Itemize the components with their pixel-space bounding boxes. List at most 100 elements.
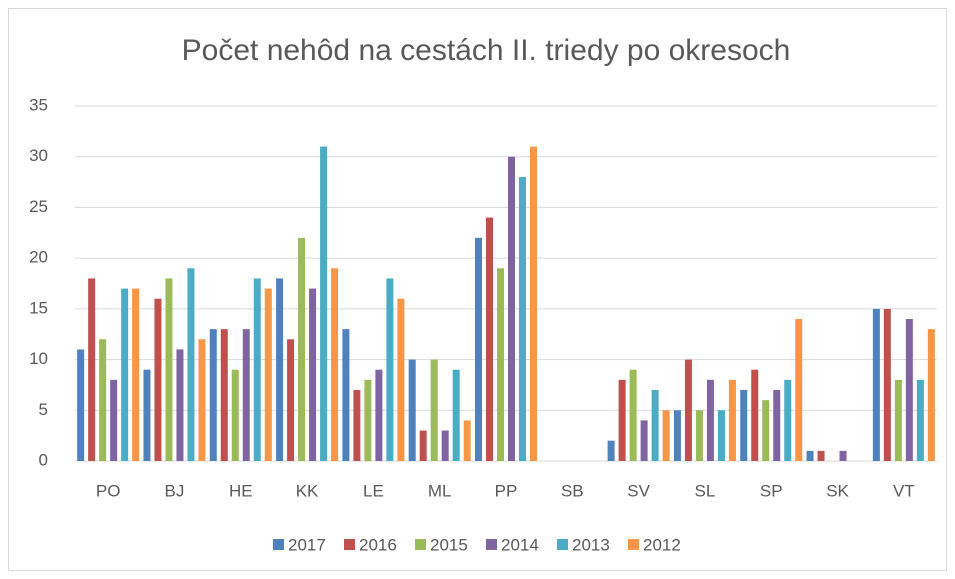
legend-swatch — [273, 539, 284, 550]
legend-swatch — [486, 539, 497, 550]
bar — [408, 359, 416, 461]
bar — [187, 268, 195, 461]
y-tick-label: 5 — [39, 400, 48, 419]
bar — [331, 268, 339, 461]
bar — [740, 390, 748, 461]
legend-label: 2017 — [288, 535, 326, 554]
bar — [441, 430, 449, 461]
legend-swatch — [628, 539, 639, 550]
bar — [364, 379, 372, 461]
bar — [242, 329, 250, 461]
bar — [287, 339, 295, 461]
bar — [927, 329, 935, 461]
bar — [231, 369, 239, 461]
bar — [176, 349, 184, 461]
legend-label: 2015 — [430, 535, 468, 554]
x-tick-label: SV — [627, 481, 650, 500]
x-tick-label: ML — [428, 481, 452, 500]
legend-label: 2016 — [359, 535, 397, 554]
bar — [264, 288, 272, 461]
bar — [817, 450, 825, 461]
bar — [452, 369, 460, 461]
bar — [397, 298, 405, 461]
bar — [220, 329, 228, 461]
bar — [375, 369, 383, 461]
bar — [132, 288, 140, 461]
bar — [276, 278, 284, 461]
bar — [894, 379, 902, 461]
bar — [706, 379, 714, 461]
bar — [695, 410, 703, 461]
x-tick-label: HE — [229, 481, 253, 500]
legend-swatch — [415, 539, 426, 550]
bar — [88, 278, 96, 461]
x-tick-label: VT — [893, 481, 915, 500]
bar — [430, 359, 438, 461]
bar — [298, 237, 306, 461]
bar — [883, 308, 891, 461]
x-tick-label: SL — [695, 481, 716, 500]
bar — [629, 369, 637, 461]
bar — [640, 420, 648, 461]
bar — [508, 156, 515, 461]
bar — [209, 329, 217, 461]
bar — [419, 430, 427, 461]
y-tick-label: 25 — [29, 197, 48, 216]
x-tick-label: KK — [296, 481, 319, 500]
legend-label: 2013 — [572, 535, 610, 554]
y-tick-label: 20 — [29, 248, 48, 267]
x-tick-label: BJ — [165, 481, 185, 500]
bar — [806, 450, 814, 461]
x-tick-label: PP — [495, 481, 518, 500]
y-tick-label: 35 — [29, 95, 48, 114]
bar — [684, 359, 692, 461]
bar — [463, 420, 471, 461]
bar — [784, 379, 792, 461]
bar — [673, 410, 681, 461]
bar — [320, 146, 328, 462]
bar — [728, 379, 736, 461]
legend-label: 2012 — [643, 535, 681, 554]
bar — [99, 339, 107, 461]
bar — [121, 288, 129, 461]
bar — [872, 308, 880, 461]
bar — [618, 379, 626, 461]
x-tick-label: PO — [96, 481, 121, 500]
bar — [773, 390, 781, 461]
x-tick-label: SK — [826, 481, 849, 500]
y-tick-label: 15 — [29, 298, 48, 317]
bar — [607, 440, 615, 461]
bar — [353, 390, 361, 461]
bar — [651, 390, 659, 461]
bar — [717, 410, 725, 461]
bar — [486, 217, 493, 461]
bar — [839, 450, 847, 461]
bar — [77, 349, 85, 461]
bar — [662, 410, 670, 461]
bar — [198, 339, 206, 461]
x-tick-label: SP — [760, 481, 783, 500]
x-tick-label: LE — [363, 481, 384, 500]
bar — [165, 278, 173, 461]
y-tick-label: 30 — [29, 146, 48, 165]
bar — [309, 288, 317, 461]
bar — [386, 278, 394, 461]
chart-title: Počet nehôd na cestách II. triedy po okr… — [182, 34, 791, 67]
bar — [905, 319, 913, 461]
bar — [795, 319, 803, 461]
bar — [475, 237, 482, 461]
bar — [342, 329, 350, 461]
bar — [530, 146, 537, 462]
bar — [253, 278, 261, 461]
bar — [519, 177, 526, 461]
bar — [497, 268, 504, 461]
y-tick-label: 10 — [29, 349, 48, 368]
x-tick-label: SB — [561, 481, 584, 500]
bar — [751, 369, 759, 461]
bar — [916, 379, 924, 461]
bar — [154, 298, 162, 461]
bar — [762, 400, 770, 461]
legend-swatch — [344, 539, 355, 550]
y-tick-label: 0 — [39, 450, 48, 469]
